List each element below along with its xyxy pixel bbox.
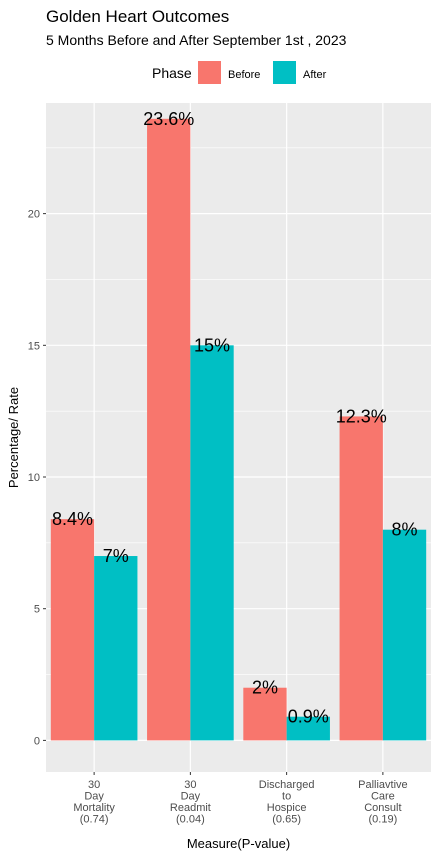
data-label-before: 8.4%	[52, 509, 93, 529]
bar-before	[50, 519, 95, 741]
data-label-before: 2%	[252, 678, 278, 698]
bar-after	[382, 529, 427, 741]
data-label-after: 7%	[103, 546, 129, 566]
chart-title: Golden Heart Outcomes	[46, 7, 229, 26]
x-tick-label: 30 Day Mortality (0.74)	[73, 779, 115, 826]
bar-after	[286, 716, 330, 741]
y-tick-label: 15	[28, 340, 40, 352]
bar-before	[147, 118, 191, 741]
data-label-after: 0.9%	[288, 707, 329, 727]
bar-before	[243, 687, 287, 741]
legend-label-before: Before	[228, 69, 260, 81]
x-tick-label: Palliavtive Care Consult (0.19)	[358, 779, 408, 826]
y-axis-title: Percentage/ Rate	[6, 387, 21, 488]
legend: Phase Before After	[152, 61, 327, 84]
y-tick-label: 0	[34, 735, 40, 747]
y-tick-label: 10	[28, 472, 40, 484]
bars: 8.4% 23.6% 2% 12.3% 7% 15% 0.9% 8%	[50, 109, 427, 741]
y-tick-label: 20	[28, 209, 40, 221]
data-label-before: 23.6%	[143, 109, 194, 129]
y-axis: 0 5 10 15 20	[28, 209, 46, 747]
data-label-before: 12.3%	[336, 406, 387, 426]
legend-key-after	[273, 61, 296, 84]
data-label-after: 8%	[392, 520, 418, 540]
x-axis: 30 Day Mortality (0.74) 30 Day Readmit (0.04) Di…	[73, 772, 408, 826]
x-tick-label: 30 Day Readmit (0.04)	[170, 779, 211, 826]
y-tick-label: 5	[34, 604, 40, 616]
legend-label-after: After	[303, 69, 327, 81]
bar-after	[190, 345, 234, 741]
x-axis-title: Measure(P-value)	[187, 836, 290, 851]
data-label-after: 15%	[194, 335, 230, 355]
bar-after	[94, 556, 138, 741]
legend-key-before	[198, 61, 221, 84]
chart-subtitle: 5 Months Before and After September 1st …	[46, 32, 347, 48]
x-tick-label: Discharged to Hospice (0.65)	[259, 779, 315, 826]
bar-before	[339, 416, 383, 741]
legend-title: Phase	[152, 65, 192, 81]
